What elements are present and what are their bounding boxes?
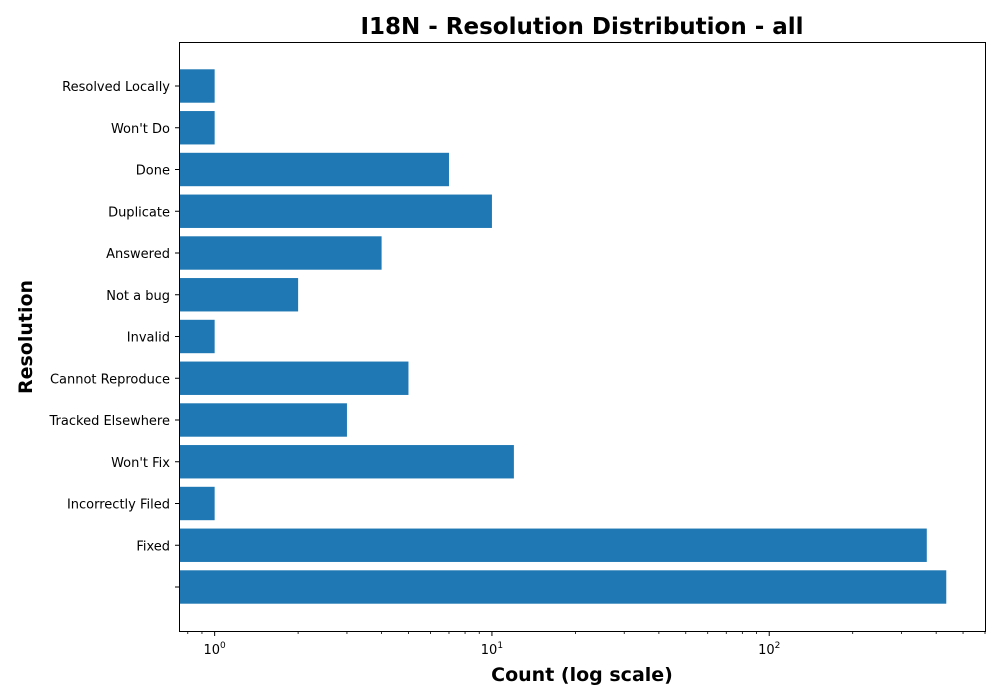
bar [180, 361, 409, 395]
y-tick-label: Not a bug [106, 289, 170, 304]
bar [180, 152, 449, 187]
x-axis-label: Count (log scale) [491, 664, 673, 686]
x-tick-label: 102 [758, 641, 780, 658]
y-ticks-group: Resolved Locally Won't Do Done Duplicate Ans… [49, 80, 180, 588]
bar [180, 69, 215, 103]
bar [180, 528, 927, 562]
y-tick-label: Duplicate [108, 205, 170, 220]
x-tick-label: 101 [481, 641, 503, 658]
y-tick-label: Incorrectly Filed [67, 498, 170, 513]
y-tick-label: Done [136, 164, 170, 179]
bar [180, 236, 382, 270]
x-tick-label: 100 [204, 641, 227, 658]
bar [180, 486, 215, 521]
y-tick-label: Resolved Locally [62, 80, 170, 95]
bar [180, 278, 299, 312]
plot-frame [179, 42, 986, 632]
y-tick-label: Answered [106, 247, 170, 262]
y-tick-label: Cannot Reproduce [50, 372, 170, 387]
bar [180, 319, 215, 354]
bar [180, 570, 947, 604]
x-ticks-group: 100 101 102 [187, 631, 986, 658]
chart-title: I18N - Resolution Distribution - all [360, 14, 803, 40]
bars-group [180, 69, 947, 604]
y-tick-label: Fixed [136, 539, 170, 554]
bar [180, 111, 215, 145]
y-tick-label: Invalid [127, 331, 170, 346]
y-tick-label: Won't Do [111, 122, 170, 137]
bar [180, 445, 514, 479]
y-tick-label: Won't Fix [111, 456, 170, 471]
bar [180, 194, 492, 228]
y-axis-label: Resolution [15, 280, 37, 394]
bar [180, 403, 347, 437]
y-tick-label: Tracked Elsewhere [49, 414, 170, 429]
